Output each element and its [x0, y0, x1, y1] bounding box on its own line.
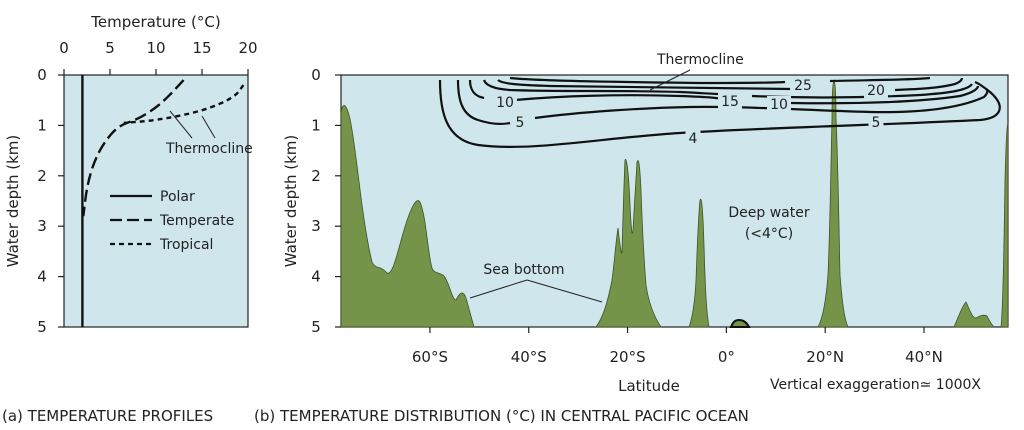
- panel-a-ytick-label: 2: [37, 167, 47, 185]
- panel-b-thermocline-pointer: [649, 69, 691, 91]
- contour-label-bg: [685, 130, 701, 146]
- contour-label: 25: [794, 78, 812, 94]
- panel-a-xlabel: Temperature (°C): [90, 13, 220, 31]
- panel-a-legend: Polar Temperate Tropical: [110, 189, 234, 253]
- vertical-exaggeration-note: Vertical exaggeration≃ 1000X: [770, 377, 981, 393]
- isotherm-10-mid: [514, 94, 729, 102]
- panel-a-caption: (a) TEMPERATURE PROFILES: [2, 407, 213, 425]
- panel-b-xtick-label: 0°: [718, 348, 735, 366]
- series-tropical: [123, 84, 245, 125]
- thermocline-pointer-2: [201, 115, 216, 139]
- sea-bottom-pointer-2: [526, 279, 603, 303]
- contour-label: 5: [872, 115, 881, 131]
- panel-b-ytick-label: 2: [311, 167, 321, 185]
- isotherm-15: [482, 79, 719, 96]
- panel-a-ylabel: Water depth (km): [4, 135, 22, 268]
- panel-a-ytick-label: 1: [37, 116, 47, 134]
- panel-b-ylabel: Water depth (km): [282, 135, 300, 268]
- panel-a-plot-area: [63, 74, 249, 328]
- panel-a-xtick-label: 10: [146, 39, 165, 57]
- legend-label-polar: Polar: [160, 189, 195, 205]
- panel-b-xlabel: Latitude: [618, 377, 680, 395]
- isotherm-10-east: [789, 85, 980, 105]
- isotherm-5-main: [534, 88, 989, 120]
- thermocline-pointer-1: [169, 110, 193, 139]
- contour-label-bg: [718, 93, 742, 109]
- panel-b-ytick-label: 1: [311, 116, 321, 134]
- seafloor-west: [340, 105, 475, 328]
- legend-label-temperate: Temperate: [159, 213, 234, 229]
- isotherm-10-west: [468, 79, 485, 100]
- panel-b-xtick-label: 20°N: [806, 348, 844, 366]
- sea-bottom-pointer-1: [469, 279, 528, 299]
- seamount-equator: [729, 318, 751, 328]
- panel-a-ytick-label: 0: [37, 66, 47, 84]
- panel-b-ytick-label: 0: [311, 66, 321, 84]
- contour-label-bg: [512, 114, 528, 130]
- contour-label: 4: [689, 131, 698, 147]
- contour-label-bg: [791, 77, 815, 93]
- deep-water-label: Deep water: [728, 205, 809, 221]
- isotherm-20-east: [894, 77, 964, 92]
- isotherm-25: [509, 76, 786, 85]
- panel-a-ytick-label: 3: [37, 217, 47, 235]
- isotherm-5-west: [456, 79, 511, 126]
- panel-a-xtick-label: 15: [192, 39, 211, 57]
- isotherm-25-east: [829, 76, 931, 83]
- contour-label-bg: [767, 96, 791, 112]
- contour-label: 5: [516, 115, 525, 131]
- isotherm-4: [438, 79, 1001, 149]
- legend-label-tropical: Tropical: [159, 237, 213, 253]
- panel-b-ytick-label: 3: [311, 217, 321, 235]
- panel-b-xtick-label: 40°S: [511, 348, 547, 366]
- contour-label-bg: [868, 114, 884, 130]
- panel-a: Temperature (°C) Water depth (km) 0 5 10 15…: [2, 13, 258, 425]
- seamount-5s: [688, 198, 710, 328]
- panel-a-ytick-label: 4: [37, 268, 47, 286]
- panel-b-xtick-label: 60°S: [412, 348, 448, 366]
- panel-a-xtick-label: 5: [105, 39, 115, 57]
- panel-a-ytick-label: 5: [37, 318, 47, 336]
- contour-label-bg: [864, 82, 888, 98]
- panel-a-xtick-label: 0: [59, 39, 69, 57]
- contour-label-bg: [493, 94, 517, 110]
- panel-a-xtick-label: 20: [238, 39, 257, 57]
- contour-label: 15: [721, 94, 739, 110]
- panel-b-ytick-label: 4: [311, 268, 321, 286]
- contour-label: 20: [867, 83, 885, 99]
- panel-b-ytick-label: 5: [311, 318, 321, 336]
- panel-b-xtick-label: 40°N: [905, 348, 943, 366]
- contour-label: 10: [496, 95, 514, 111]
- panel-a-thermocline-label: Thermocline: [165, 141, 253, 157]
- seafloor-east: [953, 122, 1009, 328]
- series-temperate: [82, 79, 185, 217]
- contour-label: 10: [770, 97, 788, 113]
- isotherm-20-west: [497, 79, 791, 91]
- panel-b-caption: (b) TEMPERATURE DISTRIBUTION (°C) IN CEN…: [254, 407, 749, 425]
- panel-b-plot-area: [340, 74, 1009, 328]
- sea-bottom-label: Sea bottom: [483, 262, 564, 278]
- deep-water-temp-label: (<4°C): [745, 226, 793, 242]
- panel-b-xtick-label: 20°S: [610, 348, 646, 366]
- panel-b-thermocline-label: Thermocline: [656, 52, 744, 68]
- seamount-20s: [595, 159, 662, 328]
